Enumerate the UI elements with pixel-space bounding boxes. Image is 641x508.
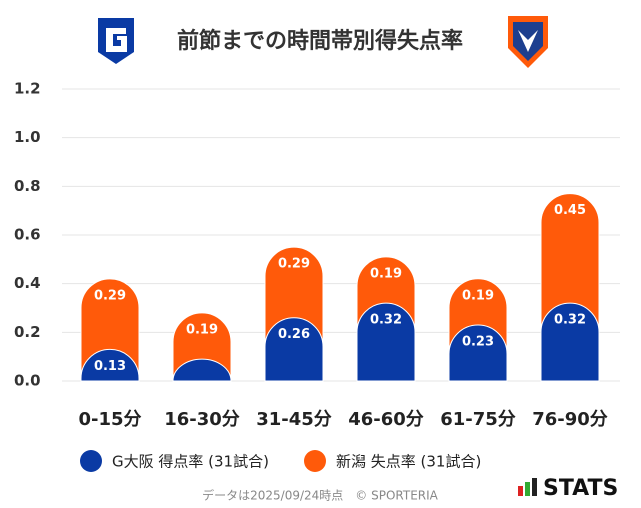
footer: データは2025/09/24時点 © SPORTERIA [202,488,439,503]
bar-segment [448,324,508,382]
x-tick-label: 46-60分 [348,409,424,430]
data-label: 0.19 [370,266,402,281]
x-tick-label: 76-90分 [532,409,608,430]
data-label: 0.29 [94,288,126,303]
y-tick-label: 0.6 [14,226,41,244]
data-label: 0.23 [462,335,494,350]
brand: STATS [543,476,618,501]
x-tick-label: 16-30分 [164,409,240,430]
data-label: 0.32 [554,313,586,328]
home-logo [98,18,134,64]
chart-title: 前節までの時間帯別得失点率 [177,28,463,54]
y-tick-label: 1.2 [14,80,41,98]
data-label: 0.19 [462,288,494,303]
y-tick-label: 0.0 [14,372,41,390]
bar-segment [172,358,232,382]
y-tick-label: 0.4 [14,274,41,292]
bar-segment [540,302,600,382]
away-logo [508,16,548,68]
bar-segment [264,317,324,382]
legend-swatch [80,450,102,472]
data-label: 0.19 [186,322,218,337]
y-tick-label: 1.0 [14,128,41,146]
data-label: 0.13 [94,359,126,374]
x-tick-label: 61-75分 [440,409,516,430]
legend-swatch [304,450,326,472]
bar-segment [356,302,416,382]
y-tick-label: 0.2 [14,323,41,341]
x-tick-label: 31-45分 [256,409,332,430]
legend-label: G大阪 得点率 (31試合) [112,453,269,471]
x-tick-label: 0-15分 [78,409,141,430]
brand-logo [518,478,537,496]
y-tick-label: 0.8 [14,177,41,195]
data-label: 0.45 [554,203,586,218]
data-label: 0.32 [370,313,402,328]
bar-segment [540,193,600,333]
legend-label: 新潟 失点率 (31試合) [336,453,481,471]
data-label: 0.29 [278,257,310,272]
bar-segment [80,348,140,382]
data-label: 0.26 [278,327,310,342]
